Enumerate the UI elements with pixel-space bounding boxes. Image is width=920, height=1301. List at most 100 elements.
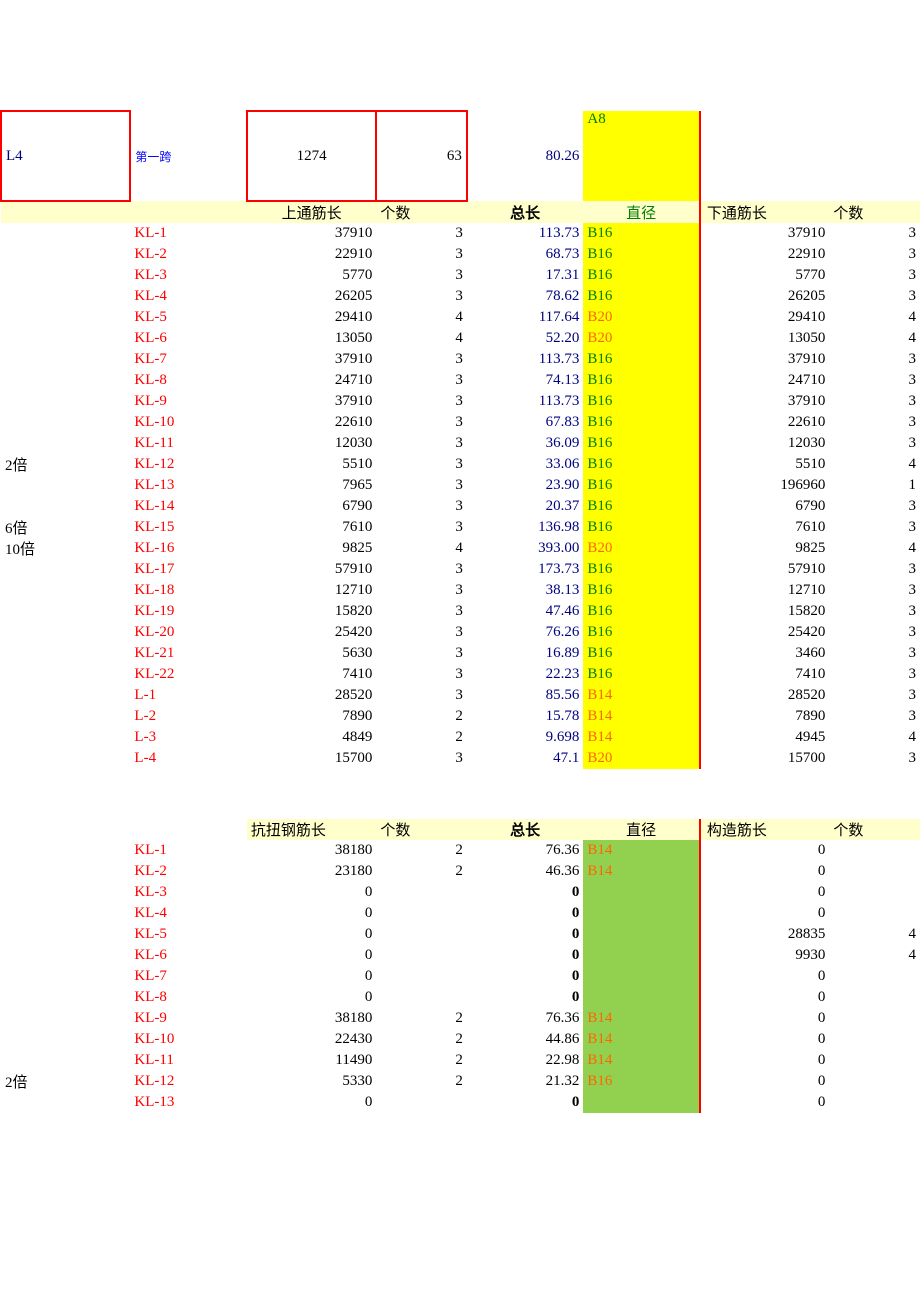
torsion-count <box>376 966 467 987</box>
table-row: KL-1112030336.09B16120303 <box>1 433 920 454</box>
table-row: KL-500288354 <box>1 924 920 945</box>
multiplier-cell <box>1 1008 130 1029</box>
multiplier-cell <box>1 748 130 769</box>
upper-length: 15700 <box>247 748 376 769</box>
struct-length: 0 <box>700 966 829 987</box>
table-row: 6倍KL-1576103136.98B1676103 <box>1 517 920 538</box>
lower-length: 5770 <box>700 265 829 286</box>
upper-count: 4 <box>376 307 467 328</box>
beam-label: KL-11 <box>130 433 246 454</box>
diameter-cell: B16 <box>583 664 699 685</box>
struct-count <box>829 861 920 882</box>
multiplier-cell: 10倍 <box>1 538 130 559</box>
total-length: 44.86 <box>467 1029 583 1050</box>
upper-length: 5770 <box>247 265 376 286</box>
diameter-cell: B20 <box>583 307 699 328</box>
total-length: 36.09 <box>467 433 583 454</box>
table-row: KL-146790320.37B1667903 <box>1 496 920 517</box>
total-length: 21.32 <box>467 1071 583 1092</box>
multiplier-cell <box>1 643 130 664</box>
multiplier-cell <box>1 307 130 328</box>
upper-length: 7965 <box>247 475 376 496</box>
diameter-cell <box>583 987 699 1008</box>
upper-length: 15820 <box>247 601 376 622</box>
diameter-cell: B16 <box>583 622 699 643</box>
upper-count: 3 <box>376 370 467 391</box>
multiplier-cell <box>1 1029 130 1050</box>
upper-length: 13050 <box>247 328 376 349</box>
lower-count: 4 <box>829 328 920 349</box>
diameter-cell: B14 <box>583 727 699 748</box>
upper-count: 3 <box>376 622 467 643</box>
table-row: KL-1022430244.86B140 <box>1 1029 920 1050</box>
multiplier-cell <box>1 370 130 391</box>
table-row: KL-1379103113.73B16379103 <box>1 223 920 244</box>
total-length: 67.83 <box>467 412 583 433</box>
torsion-length: 22430 <box>247 1029 376 1050</box>
lower-length: 37910 <box>700 349 829 370</box>
total-length: 20.37 <box>467 496 583 517</box>
upper-count: 3 <box>376 244 467 265</box>
lower-count: 4 <box>829 307 920 328</box>
total-length: 113.73 <box>467 349 583 370</box>
beam-label: KL-13 <box>130 1092 246 1113</box>
diameter-cell: B16 <box>583 517 699 538</box>
multiplier-cell <box>1 840 130 861</box>
beam-label: KL-15 <box>130 517 246 538</box>
diameter-cell: B16 <box>583 580 699 601</box>
beam-label: KL-5 <box>130 924 246 945</box>
t1-h4: 个数 <box>376 201 467 223</box>
lower-count: 3 <box>829 265 920 286</box>
table-row: KL-7379103113.73B16379103 <box>1 349 920 370</box>
diameter-cell <box>583 1092 699 1113</box>
t1-h6: 直径 <box>583 201 699 223</box>
multiplier-cell <box>1 903 130 924</box>
total-length: 85.56 <box>467 685 583 706</box>
total-length: 52.20 <box>467 328 583 349</box>
diameter-cell: B16 <box>583 265 699 286</box>
top-c3: 1274 <box>247 111 376 201</box>
beam-label: KL-6 <box>130 945 246 966</box>
multiplier-cell: 6倍 <box>1 517 130 538</box>
torsion-length: 0 <box>247 882 376 903</box>
struct-length: 9930 <box>700 945 829 966</box>
upper-length: 25420 <box>247 622 376 643</box>
upper-count: 4 <box>376 328 467 349</box>
upper-length: 12030 <box>247 433 376 454</box>
lower-count: 3 <box>829 706 920 727</box>
total-length: 0 <box>467 1092 583 1113</box>
lower-count: 3 <box>829 244 920 265</box>
struct-count <box>829 966 920 987</box>
upper-count: 3 <box>376 601 467 622</box>
beam-label: KL-13 <box>130 475 246 496</box>
diameter-cell: B20 <box>583 328 699 349</box>
t2-h4: 个数 <box>376 819 467 840</box>
top-c1: L4 <box>1 111 130 201</box>
multiplier-cell <box>1 496 130 517</box>
upper-length: 37910 <box>247 349 376 370</box>
beam-label: KL-12 <box>130 454 246 475</box>
beam-label: KL-3 <box>130 265 246 286</box>
torsion-length: 11490 <box>247 1050 376 1071</box>
table-row: 10倍KL-1698254393.00B2098254 <box>1 538 920 559</box>
upper-count: 3 <box>376 412 467 433</box>
beam-label: KL-8 <box>130 370 246 391</box>
spreadsheet-table: L4 第一跨 1274 63 80.26 A8 上通筋长 个数 总长 直径 下通… <box>0 110 920 1113</box>
multiplier-cell <box>1 391 130 412</box>
lower-length: 7890 <box>700 706 829 727</box>
torsion-length: 0 <box>247 924 376 945</box>
struct-length: 0 <box>700 1071 829 1092</box>
lower-length: 24710 <box>700 370 829 391</box>
beam-label: KL-5 <box>130 307 246 328</box>
table-row: KL-60099304 <box>1 945 920 966</box>
multiplier-cell <box>1 328 130 349</box>
beam-label: KL-8 <box>130 987 246 1008</box>
diameter-cell: B20 <box>583 538 699 559</box>
table-row: KL-4000 <box>1 903 920 924</box>
t1-body: KL-1379103113.73B16379103KL-222910368.73… <box>1 223 920 769</box>
multiplier-cell: 2倍 <box>1 454 130 475</box>
struct-count <box>829 903 920 924</box>
torsion-length: 0 <box>247 945 376 966</box>
total-length: 0 <box>467 903 583 924</box>
diameter-cell: B16 <box>583 286 699 307</box>
